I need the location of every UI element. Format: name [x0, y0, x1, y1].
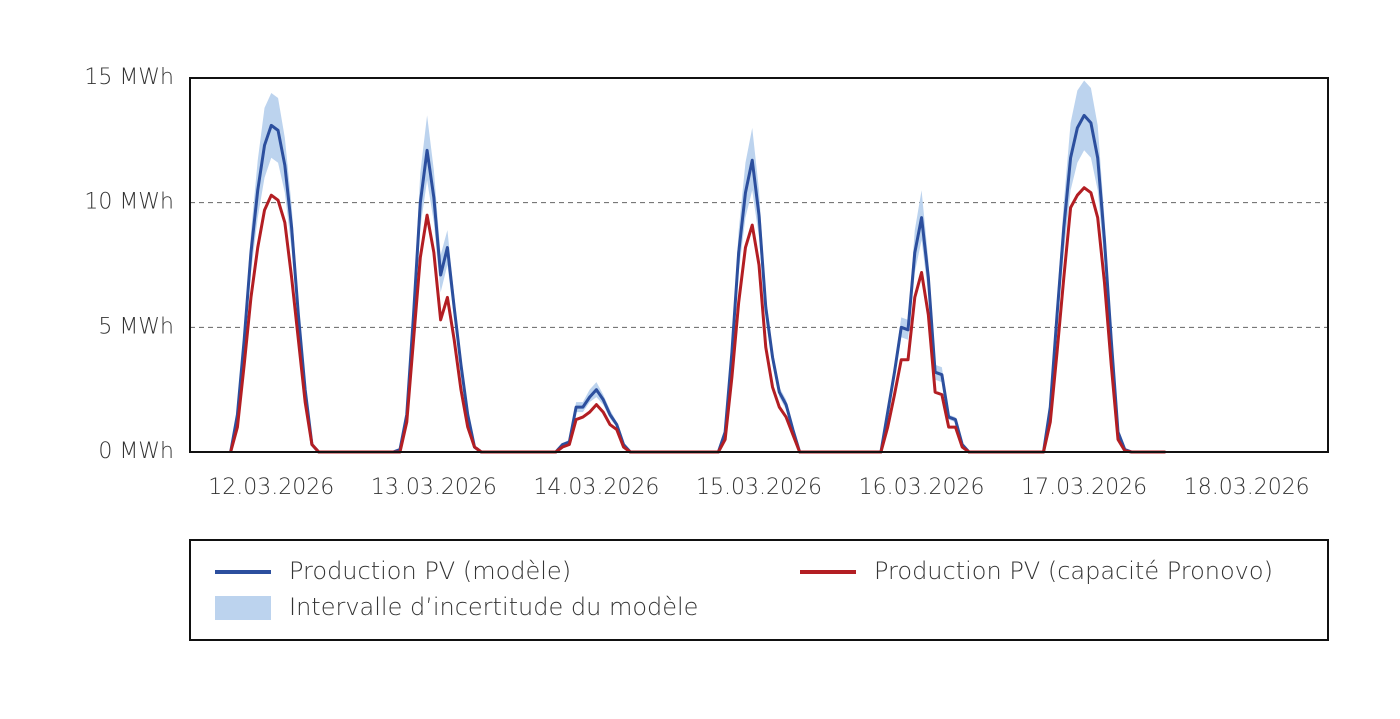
legend-swatch [215, 596, 271, 620]
x-tick-label: 17.03.2026 [1021, 475, 1147, 500]
plot [229, 80, 1166, 454]
legend-label: Production PV (modèle) [289, 557, 571, 585]
y-tick-label: 10 MWh [84, 190, 174, 215]
legend: Production PV (modèle) Intervalle d’incer… [215, 557, 1273, 621]
x-tick-label: 12.03.2026 [208, 475, 334, 500]
uncertainty-band [230, 80, 1166, 452]
axis-labels: 0 MWh 5 MWh 10 MWh 15 MWh 12.03.2026 13.03.20… [84, 65, 1309, 500]
y-tick-label: 15 MWh [84, 65, 174, 90]
series-line [229, 186, 1166, 454]
x-tick-label: 15.03.2026 [696, 475, 822, 500]
x-tick-label: 13.03.2026 [371, 475, 497, 500]
legend-label: Intervalle d’incertitude du modèle [289, 593, 698, 621]
x-tick-label: 14.03.2026 [533, 475, 659, 500]
legend-frame [189, 539, 1329, 641]
x-tick-label: 16.03.2026 [859, 475, 985, 500]
y-tick-label: 5 MWh [98, 314, 174, 339]
plot-frame [189, 77, 1329, 453]
legend-label: Production PV (capacité Pronovo) [874, 557, 1273, 585]
y-tick-label: 0 MWh [98, 439, 174, 464]
series-line [229, 113, 1166, 454]
x-tick-label: 18.03.2026 [1184, 475, 1310, 500]
